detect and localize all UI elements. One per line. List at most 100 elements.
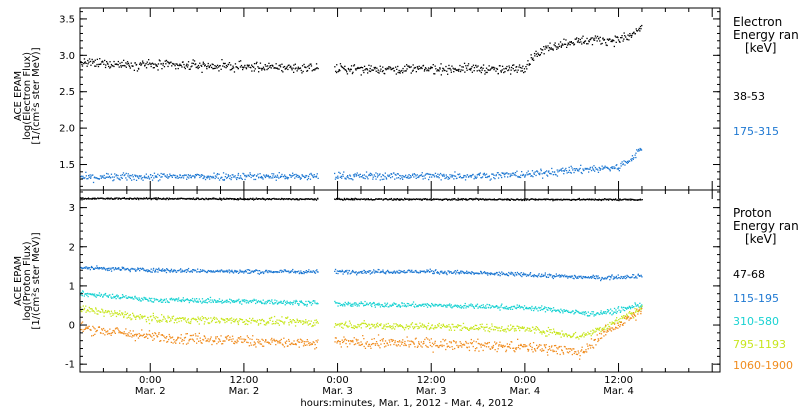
data-point <box>538 329 540 331</box>
data-point <box>116 268 118 270</box>
data-point <box>387 322 389 325</box>
data-point <box>495 273 497 275</box>
data-point <box>608 199 610 201</box>
data-point <box>523 68 526 70</box>
data-point <box>264 176 267 179</box>
data-point <box>205 318 207 320</box>
data-point <box>631 160 633 162</box>
data-point <box>556 169 558 171</box>
data-point <box>384 73 386 75</box>
data-point <box>187 267 190 270</box>
data-point <box>313 199 315 201</box>
data-point <box>185 269 187 271</box>
data-point <box>270 270 272 272</box>
data-point <box>457 325 459 327</box>
data-point <box>527 327 529 329</box>
data-point <box>543 46 545 48</box>
data-point <box>284 341 286 343</box>
data-point <box>590 37 592 39</box>
data-point <box>112 267 115 269</box>
data-point <box>533 52 536 55</box>
data-point <box>452 323 454 326</box>
data-point <box>144 64 146 66</box>
data-point <box>165 63 167 65</box>
data-point <box>239 318 241 320</box>
data-point <box>151 336 153 338</box>
data-point <box>394 173 396 176</box>
data-point <box>306 272 308 274</box>
data-point <box>399 178 401 180</box>
data-point <box>238 320 240 322</box>
data-point <box>356 305 358 307</box>
data-point <box>574 311 576 314</box>
data-point <box>87 327 89 329</box>
data-point <box>384 325 386 327</box>
data-point <box>278 340 280 343</box>
data-point <box>540 170 542 172</box>
data-point <box>155 175 158 177</box>
data-point <box>609 169 611 171</box>
data-point <box>272 198 274 200</box>
data-point <box>397 65 399 68</box>
data-point <box>572 169 574 171</box>
data-point <box>181 271 183 273</box>
data-point <box>443 198 445 201</box>
data-point <box>601 165 603 167</box>
data-point <box>481 273 483 275</box>
data-point <box>128 314 130 317</box>
data-point <box>424 198 426 200</box>
data-point <box>420 174 422 177</box>
data-point <box>457 69 459 71</box>
data-point <box>477 173 479 175</box>
data-point <box>610 40 612 43</box>
data-point <box>83 328 85 331</box>
data-point <box>377 175 379 177</box>
data-point <box>305 304 307 306</box>
data-point <box>358 176 361 178</box>
data-point <box>351 271 353 273</box>
data-point <box>120 269 123 271</box>
data-point <box>156 199 158 201</box>
data-point <box>444 198 446 200</box>
data-point <box>614 35 616 37</box>
data-point <box>129 296 131 298</box>
data-point <box>395 303 397 305</box>
data-point <box>565 39 567 41</box>
data-point <box>210 176 212 178</box>
data-point <box>566 172 568 174</box>
data-point <box>193 175 195 177</box>
data-point <box>168 301 170 304</box>
data-point <box>198 318 200 320</box>
data-point <box>557 333 559 335</box>
data-point <box>566 336 568 338</box>
data-point <box>636 30 638 32</box>
data-point <box>372 178 374 180</box>
data-point <box>239 301 241 303</box>
data-point <box>290 199 293 201</box>
data-point <box>287 316 289 318</box>
data-point <box>494 329 496 331</box>
data-point <box>152 312 154 315</box>
data-point <box>252 335 254 337</box>
data-point <box>94 295 96 297</box>
data-point <box>536 326 539 329</box>
data-point <box>572 199 574 201</box>
data-point <box>91 197 94 199</box>
data-point <box>486 273 488 275</box>
data-point <box>560 169 562 171</box>
data-point <box>119 297 122 299</box>
data-point <box>601 312 603 314</box>
data-point <box>129 67 131 69</box>
data-point <box>224 340 226 342</box>
data-point <box>505 331 507 333</box>
data-point <box>133 315 135 317</box>
data-point <box>153 177 155 179</box>
data-point <box>148 270 150 272</box>
data-point <box>263 174 265 176</box>
data-point <box>295 67 297 69</box>
data-point <box>237 337 239 339</box>
data-point <box>403 176 405 178</box>
data-point <box>595 327 597 330</box>
data-point <box>397 305 399 308</box>
data-point <box>490 328 492 331</box>
